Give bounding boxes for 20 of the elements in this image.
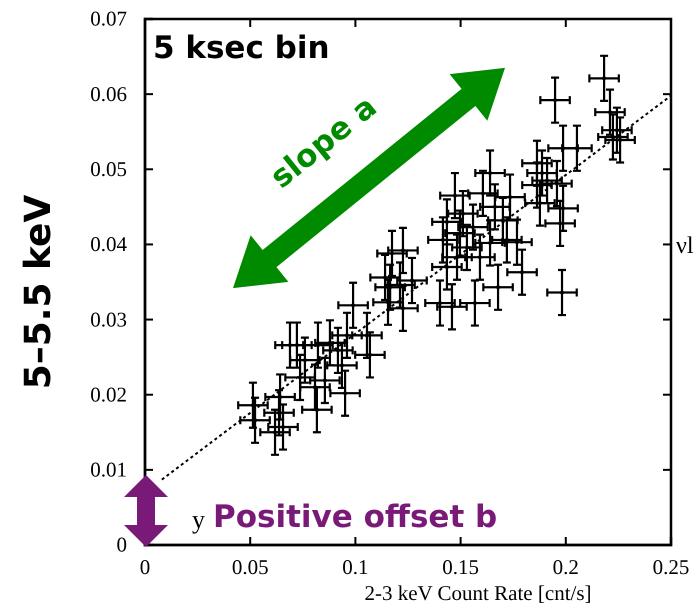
x-axis-title: 2-3 keV Count Rate [cnt/s] <box>364 581 592 605</box>
y-tick-label: 0.02 <box>90 382 127 406</box>
y-tick-label: 0.01 <box>90 458 127 482</box>
y-tick-label: 0 <box>116 532 127 557</box>
annotation: y <box>192 505 205 534</box>
text: νl <box>676 233 694 259</box>
x-tick-label: 0.1 <box>342 554 369 579</box>
x-tick-label: 0.2 <box>552 554 579 579</box>
y-axis-title: 5–5.5 keV <box>18 194 59 390</box>
y-tick-label: 0.03 <box>90 307 127 332</box>
annotation: 5 ksec bin <box>153 30 330 66</box>
x-tick-label: 0.05 <box>232 554 269 579</box>
x-tick-label: 0.25 <box>652 554 690 579</box>
x-tick-label: 0.15 <box>442 554 479 579</box>
y-tick-label: 0.04 <box>90 232 128 256</box>
annotation: Positive offset b <box>213 499 498 535</box>
y-tick-label: 0.05 <box>90 157 127 182</box>
y-tick-label: 0.06 <box>90 82 127 106</box>
y-tick-label: 0.07 <box>90 6 127 31</box>
x-tick-label: 0 <box>140 554 150 579</box>
